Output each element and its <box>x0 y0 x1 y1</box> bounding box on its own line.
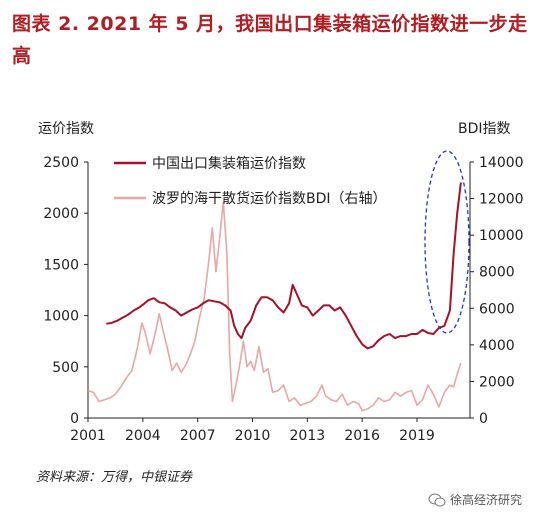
right-tick-label: 6000 <box>479 301 515 317</box>
left-tick-label: 1500 <box>43 257 79 273</box>
chart-axes: 0 500 1000 1500 2000 2500 0 2000 4000 6000 8000 100… <box>43 155 523 444</box>
left-tick-label: 2500 <box>43 155 79 171</box>
right-tick-label: 4000 <box>479 338 515 354</box>
legend-label-ccfi: 中国出口集装箱运价指数 <box>152 155 306 172</box>
chart-title: 图表 2. 2021 年 5 月，我国出口集装箱运价指数进一步走高 <box>12 13 528 67</box>
series-line-ccfi <box>106 182 462 350</box>
x-tick-label: 2004 <box>125 428 161 444</box>
chart-series <box>87 182 462 412</box>
right-tick-label: 10000 <box>479 228 524 244</box>
left-tick-label: 0 <box>70 411 79 427</box>
line-chart: 0 500 1000 1500 2000 2500 0 2000 4000 6000 8000 100… <box>43 150 524 444</box>
left-tick-label: 500 <box>52 360 79 376</box>
right-tick-label: 12000 <box>479 192 524 208</box>
right-tick-label: 14000 <box>479 155 524 171</box>
x-tick-label: 2001 <box>70 428 106 444</box>
legend-label-bdi: 波罗的海干散货运价指数BDI（右轴） <box>152 190 387 207</box>
wechat-icon <box>428 493 446 506</box>
right-tick-label: 0 <box>479 411 488 427</box>
right-tick-label: 2000 <box>479 374 515 390</box>
chart-legend: 中国出口集装箱运价指数 波罗的海干散货运价指数BDI（右轴） <box>114 155 387 207</box>
watermark: 徐高经济研究 <box>428 491 522 508</box>
x-tick-label: 2016 <box>344 428 380 444</box>
left-tick-label: 1000 <box>43 309 79 325</box>
series-line-bdi <box>87 201 462 412</box>
source-note: 资料来源：万得，中银证券 <box>36 470 193 485</box>
x-tick-label: 2010 <box>235 428 271 444</box>
right-tick-label: 8000 <box>479 265 515 281</box>
highlight-ellipse <box>424 150 470 334</box>
watermark-text: 徐高经济研究 <box>450 493 523 507</box>
right-axis-label: BDI指数 <box>458 121 511 137</box>
x-tick-label: 2013 <box>290 428 326 444</box>
left-tick-label: 2000 <box>43 206 79 222</box>
left-axis-label: 运价指数 <box>38 121 94 137</box>
x-tick-label: 2007 <box>180 428 216 444</box>
x-tick-label: 2019 <box>399 428 435 444</box>
